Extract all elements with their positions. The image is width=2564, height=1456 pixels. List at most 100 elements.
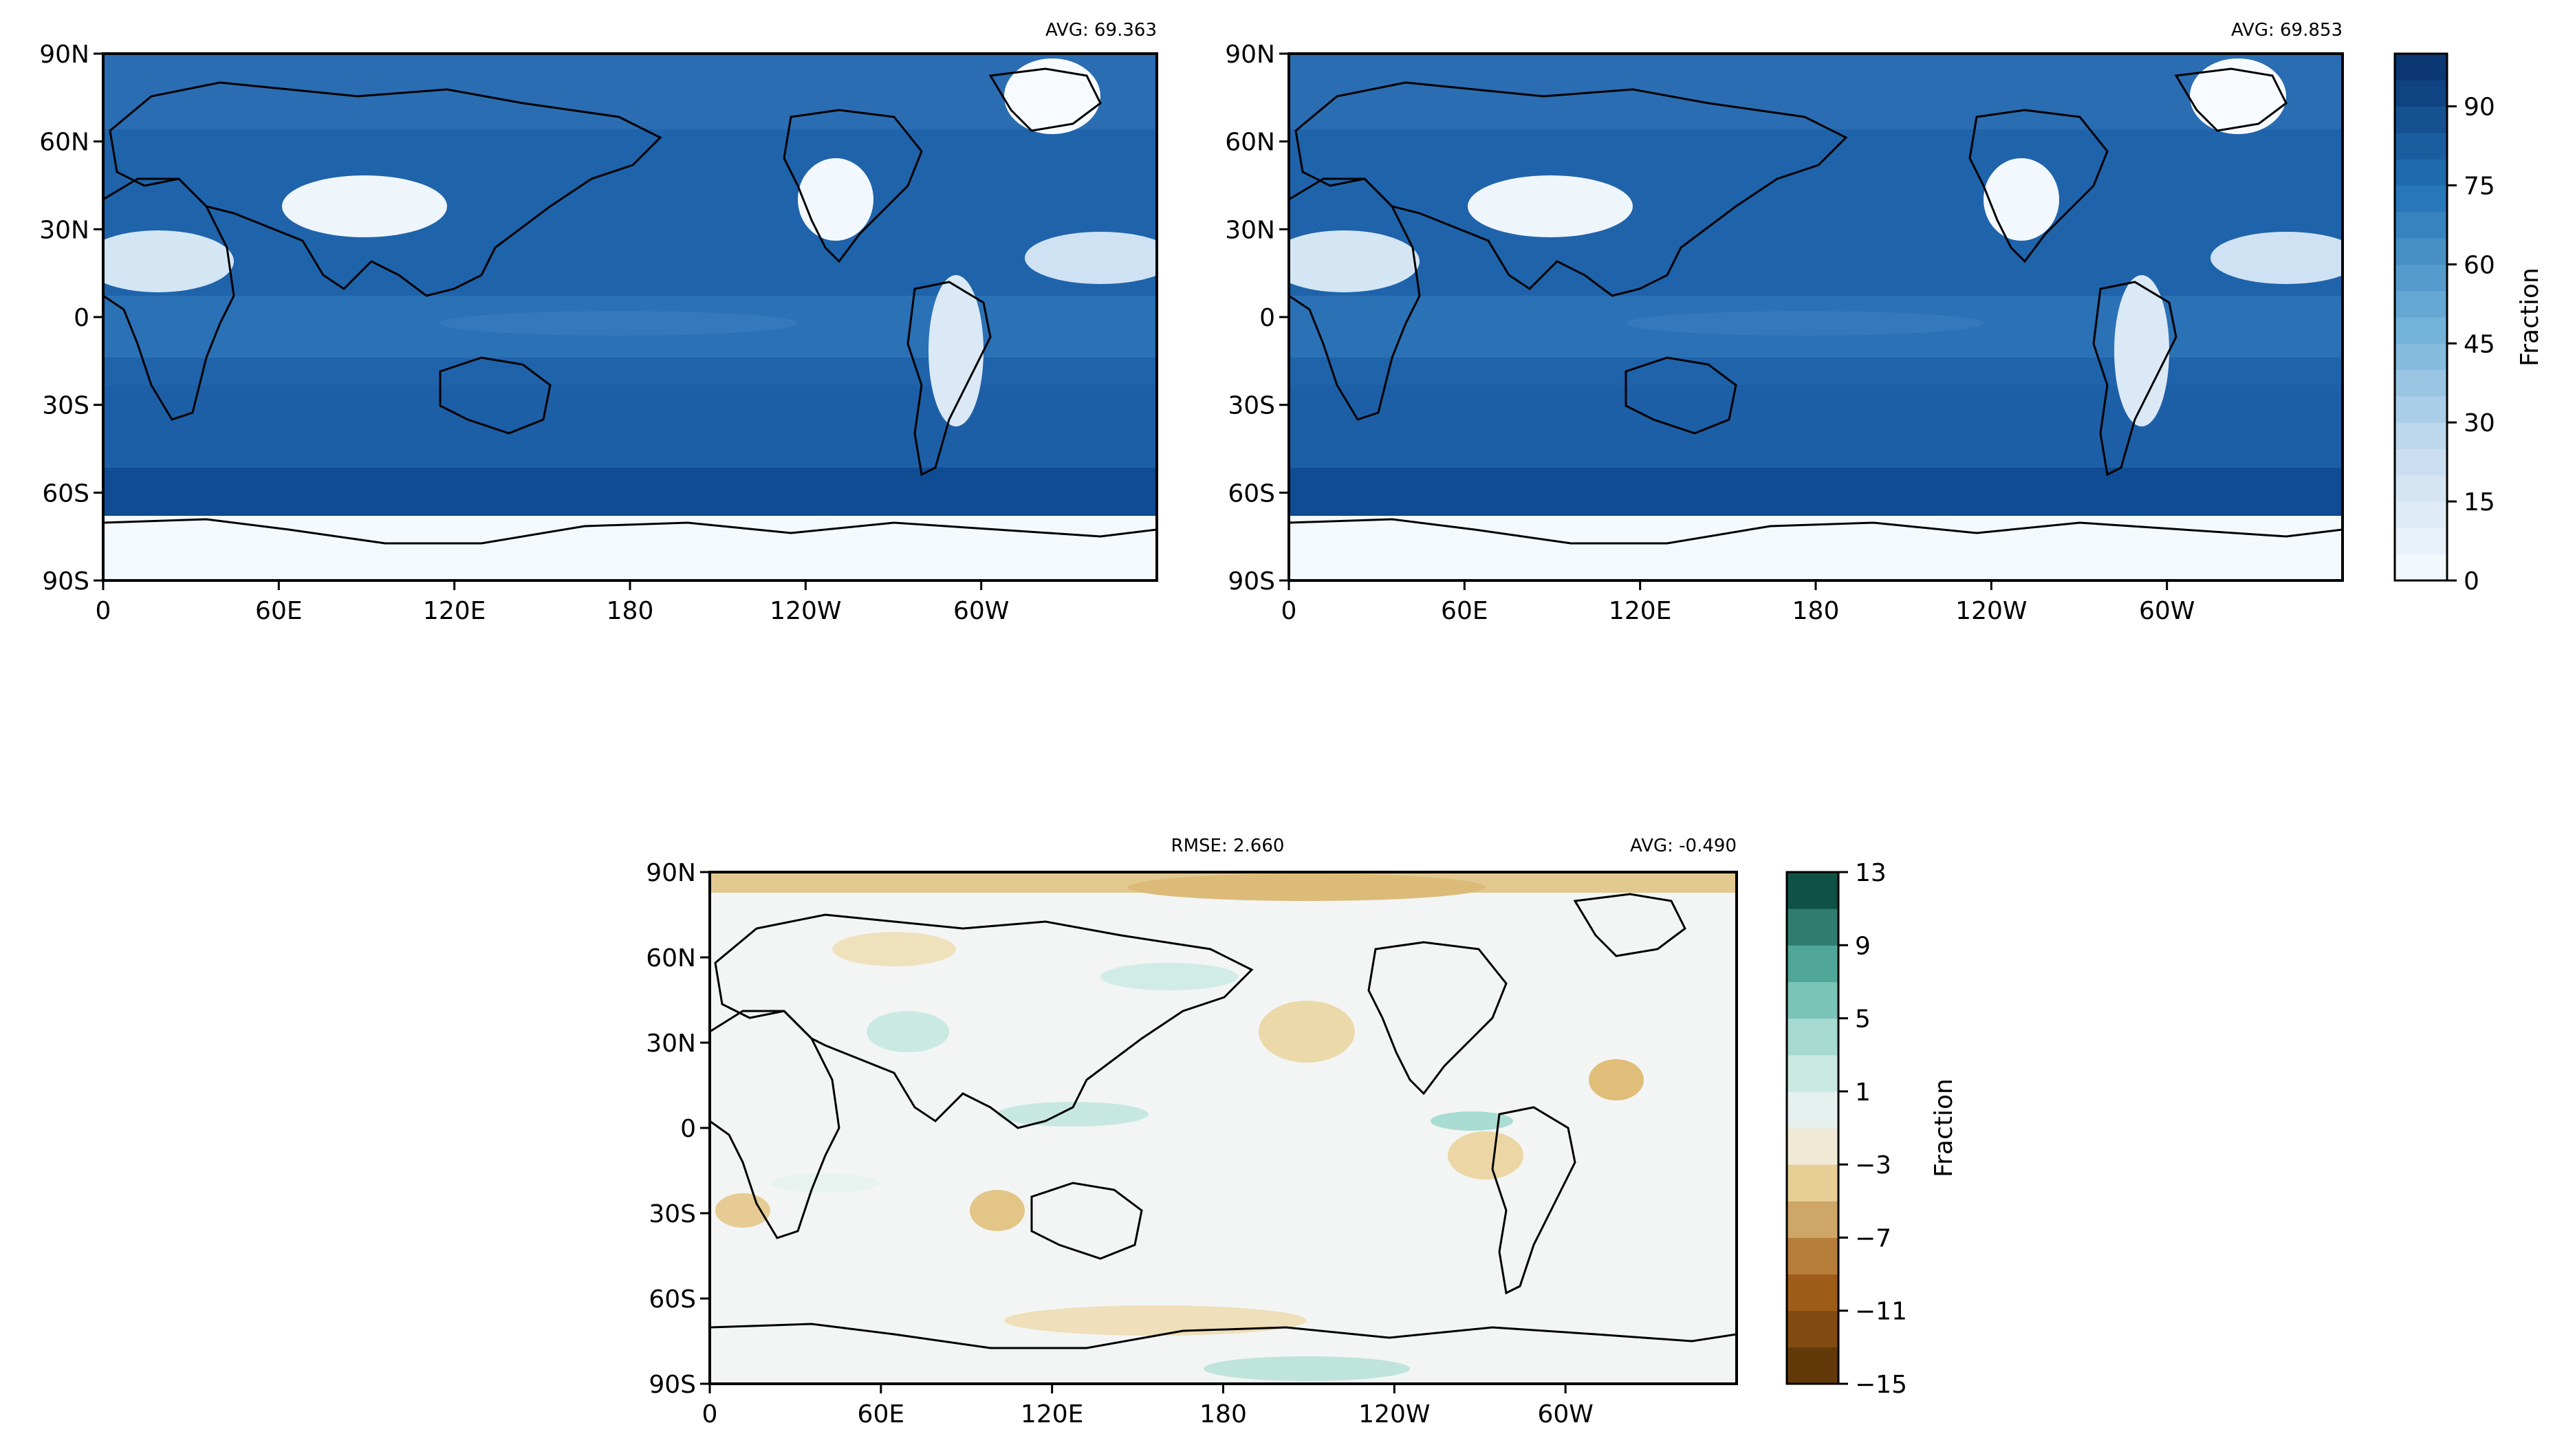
y-tick-label: 60N	[39, 129, 89, 157]
x-tick-label: 0	[1281, 597, 1297, 625]
map-field-top-right	[1289, 54, 2343, 580]
colorbar-level	[2395, 106, 2447, 133]
x-tick-label: 120E	[423, 597, 486, 625]
colorbar-level	[1787, 1018, 1838, 1056]
colorbar-tick-label: 15	[2464, 488, 2495, 517]
colorbar-level	[1787, 945, 1838, 982]
x-tick-label: 180	[1792, 597, 1840, 625]
colorbar-level	[1787, 1164, 1838, 1202]
colorbar-level	[2395, 317, 2447, 344]
colorbar-tick-label: 45	[2464, 330, 2495, 358]
colorbar-level	[2395, 369, 2447, 397]
panel-bottom: RMSE: 2.660 AVG: -0.490 0 60E 120E 180 120W 6…	[646, 836, 1738, 1428]
x-tick-label: 60W	[2139, 597, 2195, 625]
y-tick-label: 90S	[42, 567, 89, 596]
colorbar-level	[1787, 981, 1838, 1019]
x-tick-label: 120E	[1021, 1400, 1083, 1428]
map-field-top-left	[103, 54, 1157, 580]
y-tick-label: 60S	[42, 479, 89, 508]
y-tick-label: 0	[1259, 304, 1275, 332]
ticks-top-right: 0 60E 120E 180 120W 60W 90N 60N 30N 0 30S 60S 90S	[1225, 41, 2195, 625]
colorbar-tick-label: −3	[1855, 1151, 1891, 1180]
avg-label-top-left: AVG: 69.363	[1045, 20, 1157, 41]
colorbar-level	[2395, 290, 2447, 318]
colorbar-level	[2395, 448, 2447, 476]
colorbar-level	[2395, 475, 2447, 502]
y-tick-label: 90S	[1228, 567, 1275, 596]
colorbar-tick-label: −11	[1855, 1298, 1907, 1326]
colorbar-level	[2395, 343, 2447, 371]
x-tick-label: 60W	[1537, 1400, 1593, 1428]
colorbar-level	[2395, 185, 2447, 213]
colorbar-tick-label: −7	[1855, 1224, 1891, 1252]
colorbar-level	[1787, 1274, 1838, 1312]
y-tick-label: 60S	[649, 1285, 696, 1314]
x-tick-label: 120E	[1609, 597, 1671, 625]
colorbar-level	[1787, 1201, 1838, 1238]
y-tick-label: 0	[74, 304, 89, 332]
colorbar-bottom: 13 9 5 1 −3 −7 −11 −15 Fraction	[1785, 859, 1958, 1399]
x-tick-label: 60E	[255, 597, 303, 625]
colorbar-top-frame	[2393, 52, 2448, 582]
colorbar-tick-label: 1	[1855, 1078, 1871, 1107]
colorbar-tick-label: 9	[1855, 932, 1871, 960]
colorbar-level	[2395, 264, 2447, 292]
colorbar-level	[2395, 238, 2447, 265]
colorbar-top: 0 15 30 45 60 75 90 Fraction	[2393, 52, 2544, 596]
x-tick-label: 120W	[1955, 597, 2027, 625]
colorbar-bottom-levels	[1787, 872, 1838, 1384]
y-tick-label: 30S	[42, 392, 89, 420]
ticks-top-left: 0 60E 120E 180 120W 60W 90N 60N 30N 0 30S 60S 90S	[39, 41, 1009, 625]
colorbar-bottom-frame	[1785, 871, 1840, 1385]
colorbar-level	[1787, 1310, 1838, 1348]
avg-label-top-right: AVG: 69.853	[2231, 20, 2343, 41]
colorbar-level	[1787, 1347, 1838, 1384]
colorbar-level	[1787, 1237, 1838, 1275]
colorbar-tick-label: 60	[2464, 251, 2495, 279]
colorbar-level	[2395, 80, 2447, 107]
x-tick-label: 60E	[858, 1400, 905, 1428]
y-tick-label: 30N	[1225, 216, 1275, 244]
colorbar-tick-label: 0	[2464, 567, 2479, 596]
colorbar-tick-label: 30	[2464, 409, 2495, 437]
x-tick-label: 60E	[1441, 597, 1488, 625]
y-tick-label: 0	[680, 1115, 696, 1143]
colorbar-level	[2395, 159, 2447, 186]
avg-label-bottom: AVG: -0.490	[1630, 836, 1737, 856]
colorbar-level	[1787, 909, 1838, 946]
colorbar-bottom-ticks: 13 9 5 1 −3 −7 −11 −15	[1838, 859, 1907, 1399]
y-tick-label: 30N	[646, 1030, 696, 1058]
colorbar-level	[1787, 872, 1838, 909]
x-tick-label: 0	[96, 597, 111, 625]
colorbar-level	[1787, 1054, 1838, 1092]
colorbar-level	[2395, 395, 2447, 423]
colorbar-level	[2395, 422, 2447, 449]
panel-top-left: AVG: 69.363 0 60E 120E 180 120W 60W90N60N30N0…	[39, 20, 1158, 625]
map-field-bottom	[710, 872, 1737, 1384]
x-tick-label: 120W	[1358, 1400, 1430, 1428]
colorbar-tick-label: 90	[2464, 94, 2495, 122]
y-tick-label: 60N	[646, 944, 696, 973]
colorbar-level	[2395, 554, 2447, 581]
colorbar-level	[1787, 1091, 1838, 1129]
colorbar-tick-label: 13	[1855, 859, 1887, 887]
colorbar-tick-label: −15	[1855, 1371, 1907, 1399]
colorbar-bottom-label: Fraction	[1930, 1078, 1958, 1177]
x-tick-label: 120W	[770, 597, 841, 625]
colorbar-top-label: Fraction	[2516, 268, 2544, 367]
x-tick-label: 180	[1199, 1400, 1247, 1428]
colorbar-top-levels	[2395, 54, 2447, 581]
colorbar-level	[2395, 132, 2447, 160]
y-tick-label: 90S	[649, 1371, 696, 1399]
x-tick-label: 180	[607, 597, 654, 625]
y-tick-label: 90N	[646, 859, 696, 887]
x-tick-label: 60W	[953, 597, 1009, 625]
y-tick-label: 30N	[39, 216, 89, 244]
y-tick-label: 30S	[649, 1200, 696, 1228]
colorbar-level	[2395, 54, 2447, 80]
ticks-bottom: 0 60E 120E 180 120W 60W 90N 60N 30N 0 30S 60S 90S	[646, 859, 1594, 1428]
y-tick-label: 90N	[1225, 41, 1275, 69]
colorbar-top-ticks: 0 15 30 45 60 75 90	[2447, 94, 2495, 596]
colorbar-level	[1787, 1128, 1838, 1165]
